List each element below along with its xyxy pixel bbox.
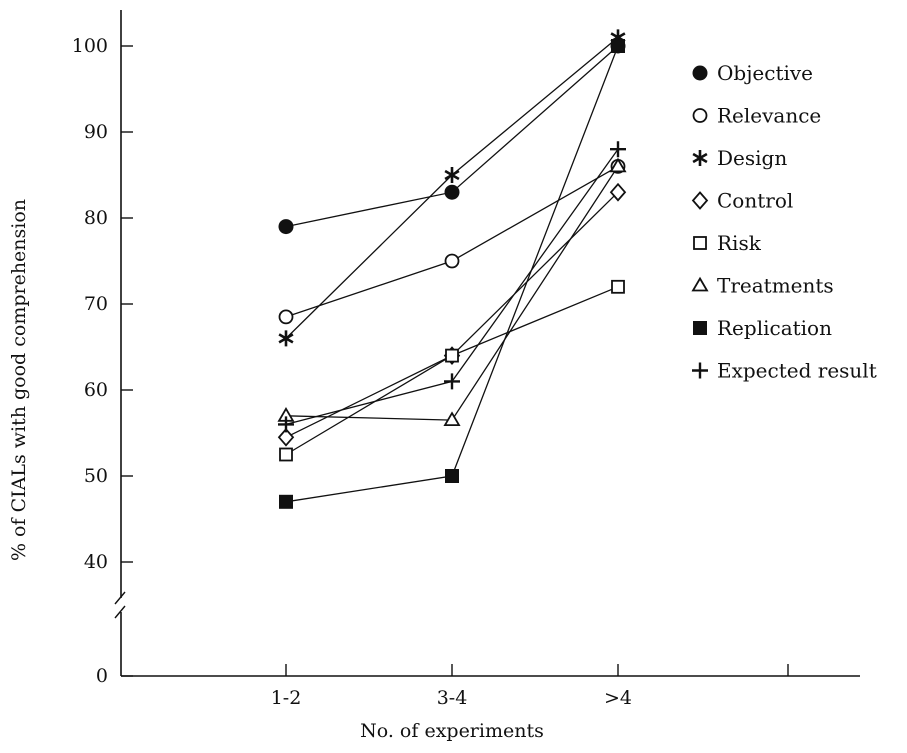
legend-item: Objective xyxy=(692,61,813,85)
data-point xyxy=(277,427,295,447)
legend-label: Control xyxy=(717,189,793,213)
y-tick-label: 80 xyxy=(84,207,108,229)
series-expected-result xyxy=(278,141,626,433)
legend-marker xyxy=(692,108,708,123)
legend-marker xyxy=(692,65,708,81)
y-tick-label: 0 xyxy=(96,665,108,687)
data-point xyxy=(610,141,626,158)
data-point xyxy=(443,411,461,427)
series-risk xyxy=(279,279,625,462)
legend-item: Expected result xyxy=(692,359,877,383)
legend-item: Risk xyxy=(693,231,762,255)
data-point xyxy=(279,447,293,462)
legend-label: Risk xyxy=(717,231,762,255)
x-axis-title: No. of experiments xyxy=(360,720,544,742)
legend: Objective Relevance Design Control Risk Treat… xyxy=(691,61,877,383)
data-point xyxy=(278,309,294,325)
legend-label: Replication xyxy=(717,316,832,340)
legend-label: Relevance xyxy=(717,104,821,128)
y-tick-label: 90 xyxy=(84,121,108,143)
x-tick-label: 3-4 xyxy=(437,687,468,709)
legend-marker xyxy=(691,191,709,210)
series-replication xyxy=(279,39,625,509)
series-line xyxy=(285,286,619,456)
y-tick-label: 50 xyxy=(84,465,108,487)
legend-item: Control xyxy=(691,189,793,213)
data-point xyxy=(609,182,627,202)
data-point xyxy=(278,416,294,433)
data-point xyxy=(445,348,459,363)
data-point xyxy=(444,167,460,183)
data-point xyxy=(278,219,294,235)
series-relevance xyxy=(278,158,626,325)
series-design xyxy=(278,29,626,347)
data-point xyxy=(279,494,293,509)
data-point xyxy=(611,279,625,294)
x-tick-label: >4 xyxy=(604,687,632,709)
series-line xyxy=(285,191,619,438)
series-line xyxy=(285,45,619,503)
data-point xyxy=(444,184,460,200)
legend-item: Replication xyxy=(693,316,832,340)
axis-break-marker xyxy=(114,591,126,619)
legend-marker xyxy=(692,150,708,166)
y-axis-title: % of CIALs with good comprehension xyxy=(8,199,30,561)
legend-label: Design xyxy=(717,146,787,170)
data-point xyxy=(611,39,625,53)
legend-marker xyxy=(693,236,707,250)
data-point xyxy=(444,253,460,269)
data-point xyxy=(609,157,627,173)
legend-label: Objective xyxy=(717,61,813,85)
series-treatments xyxy=(277,157,627,427)
legend-marker xyxy=(691,276,709,292)
legend-item: Treatments xyxy=(691,274,834,298)
y-tick-label: 70 xyxy=(84,293,108,315)
legend-label: Treatments xyxy=(717,274,834,298)
legend-label: Expected result xyxy=(717,359,877,383)
y-tick-label: 40 xyxy=(84,551,108,573)
y-tick-label: 100 xyxy=(72,35,108,57)
data-point xyxy=(444,373,460,390)
x-tick-label: 1-2 xyxy=(271,687,302,709)
data-point xyxy=(445,469,459,483)
legend-marker xyxy=(692,362,708,379)
legend-marker xyxy=(693,321,707,335)
series-objective xyxy=(278,38,626,235)
legend-item: Relevance xyxy=(692,104,821,128)
data-point xyxy=(278,330,294,347)
series-control xyxy=(277,182,627,447)
legend-item: Design xyxy=(692,146,787,170)
series-layer xyxy=(277,29,627,509)
y-tick-label: 60 xyxy=(84,379,108,401)
